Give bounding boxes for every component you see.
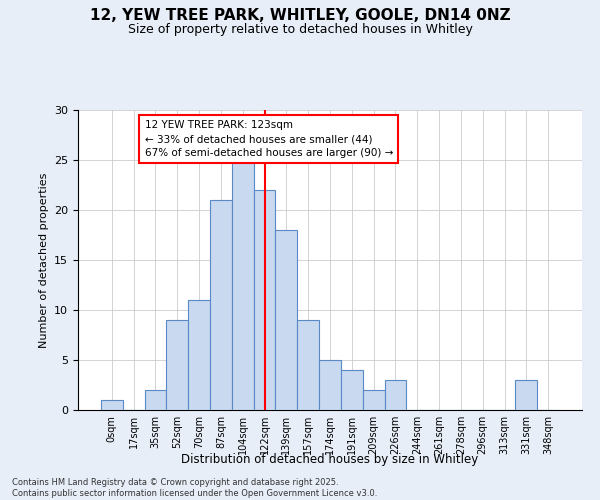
Bar	[232, 160, 254, 410]
Bar	[188, 300, 210, 410]
Bar	[101, 400, 123, 410]
Bar	[297, 320, 319, 410]
Bar	[166, 320, 188, 410]
Text: 12, YEW TREE PARK, WHITLEY, GOOLE, DN14 0NZ: 12, YEW TREE PARK, WHITLEY, GOOLE, DN14 …	[89, 8, 511, 22]
Y-axis label: Number of detached properties: Number of detached properties	[38, 172, 49, 348]
Bar	[275, 230, 297, 410]
Text: Contains HM Land Registry data © Crown copyright and database right 2025.
Contai: Contains HM Land Registry data © Crown c…	[12, 478, 377, 498]
Text: Size of property relative to detached houses in Whitley: Size of property relative to detached ho…	[128, 22, 472, 36]
Bar	[341, 370, 363, 410]
Text: 12 YEW TREE PARK: 123sqm
← 33% of detached houses are smaller (44)
67% of semi-d: 12 YEW TREE PARK: 123sqm ← 33% of detach…	[145, 120, 393, 158]
Bar	[363, 390, 385, 410]
Bar	[385, 380, 406, 410]
Bar	[515, 380, 537, 410]
Bar	[145, 390, 166, 410]
Bar	[319, 360, 341, 410]
Bar	[254, 190, 275, 410]
Text: Distribution of detached houses by size in Whitley: Distribution of detached houses by size …	[181, 452, 479, 466]
Bar	[210, 200, 232, 410]
